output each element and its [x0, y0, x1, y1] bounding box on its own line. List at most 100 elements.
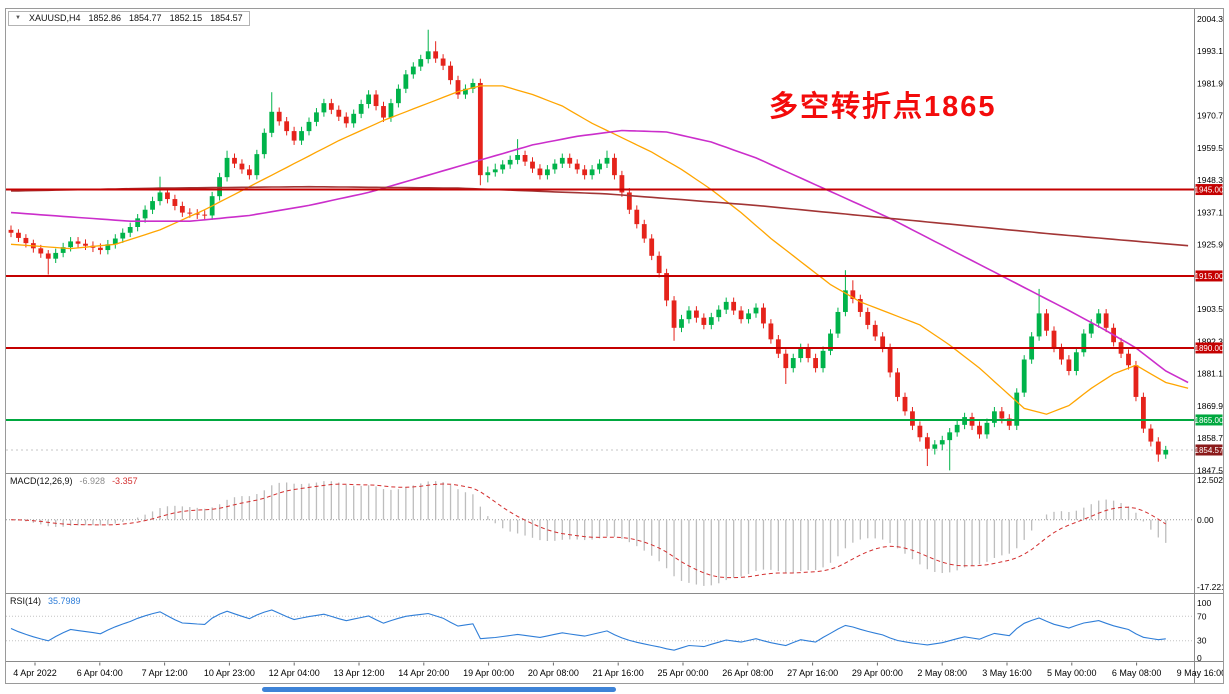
price-tag	[1195, 444, 1223, 456]
candle-body	[522, 155, 528, 162]
candle-body	[500, 164, 506, 170]
candle-body	[1141, 396, 1146, 429]
high-value: 1854.77	[129, 13, 162, 23]
candle-body	[16, 232, 21, 238]
candle-body	[850, 290, 856, 299]
candle-body	[701, 317, 707, 325]
candle-body	[254, 154, 260, 176]
candle-body	[142, 209, 148, 219]
time-axis-label: 3 May 16:00	[982, 668, 1032, 678]
candle-body	[418, 59, 424, 67]
symbol-timeframe: XAUUSD,H4	[28, 13, 81, 23]
candle-body	[969, 417, 975, 426]
candle-body	[1066, 359, 1072, 371]
candle-body	[1036, 313, 1042, 337]
candle-body	[857, 299, 863, 312]
price-tag-label: 1865.00	[1195, 416, 1223, 425]
ma-fast-orange	[10, 85, 1189, 415]
candle-body	[403, 74, 409, 89]
rsi-line	[10, 609, 1166, 651]
candle-body	[641, 224, 647, 239]
time-axis-label: 13 Apr 12:00	[333, 668, 384, 678]
rsi-indicator-label[interactable]: RSI(14) 35.7989	[10, 596, 81, 606]
candle-body	[1006, 418, 1012, 426]
candle-body	[917, 425, 923, 438]
candle-body	[98, 247, 103, 251]
price-axis-label: 1925.90	[1197, 240, 1223, 250]
candle-body	[574, 163, 580, 170]
candle-body	[381, 106, 386, 118]
candle-body	[649, 238, 655, 256]
candle-body	[679, 319, 684, 328]
macd-indicator-label[interactable]: MACD(12,26,9) -6.928 -3.357	[10, 476, 138, 486]
candle-body	[828, 333, 833, 351]
candle-body	[932, 444, 938, 449]
ohlc-header[interactable]: ▼ XAUUSD,H4 1852.86 1854.77 1852.15 1854…	[8, 11, 250, 26]
rsi-panel-area[interactable]	[6, 594, 1194, 661]
candle-body	[224, 157, 230, 178]
candle-body	[314, 112, 319, 122]
time-axis-label: 14 Apr 20:00	[398, 668, 449, 678]
rsi-axis-label: 0	[1197, 653, 1202, 663]
candle-body	[261, 132, 267, 155]
time-axis-label: 9 May 16:00	[1177, 668, 1223, 678]
price-axis-label: 1981.90	[1197, 78, 1223, 88]
time-axis-label: 20 Apr 08:00	[528, 668, 579, 678]
candle-body	[865, 311, 871, 325]
candle-body	[470, 83, 476, 89]
time-axis-label: 2 May 08:00	[917, 668, 967, 678]
candle-body	[410, 66, 416, 75]
candle-body	[276, 111, 282, 122]
candle-body	[1021, 359, 1027, 393]
candle-body	[880, 336, 886, 348]
candle-body	[775, 339, 781, 354]
candle-body	[686, 310, 692, 320]
candle-body	[247, 169, 252, 176]
time-axis-label: 10 Apr 23:00	[204, 668, 255, 678]
candle-body	[552, 163, 558, 170]
open-value: 1852.86	[88, 13, 122, 23]
candle-body	[8, 229, 14, 233]
candle-body	[582, 169, 588, 176]
macd-name: MACD(12,26,9)	[10, 476, 73, 486]
collapse-chevron-icon[interactable]: ▼	[15, 15, 21, 21]
candle-body	[1096, 313, 1102, 324]
ma-mid-magenta	[10, 129, 1189, 384]
candle-body	[694, 310, 699, 318]
candle-body	[194, 213, 200, 215]
candle-body	[783, 353, 789, 369]
candle-body	[910, 411, 915, 426]
price-tag	[1195, 342, 1223, 354]
candle-body	[738, 310, 744, 320]
candle-body	[589, 169, 595, 176]
candle-body	[761, 307, 766, 324]
low-value: 1852.15	[169, 13, 203, 23]
candle-body	[396, 88, 401, 104]
candle-body	[768, 323, 774, 340]
candle-body	[328, 103, 334, 110]
candle-body	[112, 238, 118, 245]
price-tag-label: 1854.57	[1195, 446, 1223, 455]
candle-body	[373, 94, 379, 107]
candle-body	[507, 159, 513, 165]
candle-body	[440, 58, 446, 66]
candle-body	[708, 317, 714, 325]
price-axis-label: 1959.50	[1197, 143, 1223, 153]
candle-body	[60, 247, 66, 253]
candle-body	[239, 163, 245, 170]
candle-body	[656, 255, 662, 274]
candle-body	[1163, 449, 1169, 455]
rsi-axis-label: 70	[1197, 611, 1207, 621]
candle-body	[358, 104, 364, 114]
candle-body	[1051, 330, 1057, 348]
macd-main-value: -6.928	[79, 476, 106, 486]
candle-body	[962, 417, 967, 425]
candle-body	[336, 109, 342, 117]
macd-histogram	[17, 481, 1167, 586]
candle-body	[321, 103, 327, 113]
candle-body	[515, 155, 520, 160]
candle-body	[306, 121, 312, 132]
horizontal-scrollbar[interactable]	[262, 687, 616, 692]
candle-body	[120, 232, 126, 239]
candle-body	[1044, 313, 1049, 331]
